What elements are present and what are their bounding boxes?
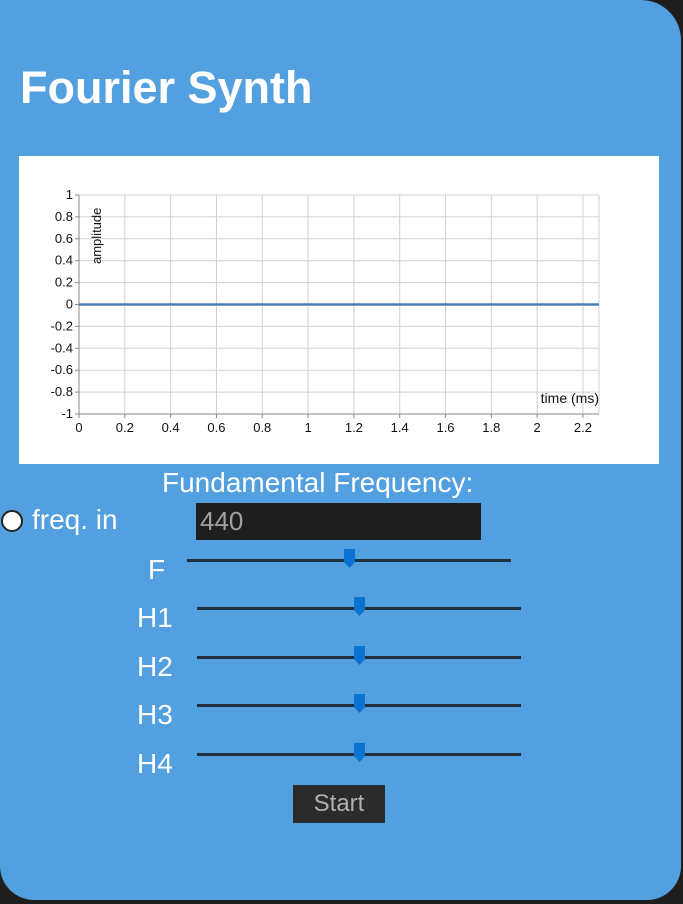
y-tick-label: -1 xyxy=(61,406,73,421)
x-tick-label: 2 xyxy=(534,420,541,435)
y-axis-label: amplitude xyxy=(89,208,104,264)
x-tick-label: 1 xyxy=(304,420,311,435)
freq-in-radio[interactable] xyxy=(1,510,23,532)
x-tick-label: 0.8 xyxy=(253,420,271,435)
x-axis-label: time (ms) xyxy=(541,390,599,406)
y-tick-label: -0.2 xyxy=(51,318,73,333)
waveform-chart: 1 0.8 0.6 0.4 0.2 0 -0.2 -0.4 -0.6 -0.8 -1 0 0.2 0.4 0… xyxy=(19,156,659,464)
y-tick-label: -0.6 xyxy=(51,362,73,377)
slider-thumb-h1[interactable] xyxy=(353,597,365,616)
freq-in-label: freq. in xyxy=(32,504,118,535)
x-tick-label: 1.8 xyxy=(482,420,500,435)
start-button[interactable]: Start xyxy=(293,785,385,823)
x-tick-label: 1.2 xyxy=(345,420,363,435)
x-tick-label: 0.6 xyxy=(207,420,225,435)
page-title: Fourier Synth xyxy=(20,62,313,113)
slider-label-h3: H3 xyxy=(137,699,173,730)
y-tick-label: -0.4 xyxy=(51,340,73,355)
slider-label-h4: H4 xyxy=(137,748,173,779)
slider-thumb-h3[interactable] xyxy=(353,694,365,713)
slider-thumb-f[interactable] xyxy=(343,549,355,568)
x-tick-label: 0.2 xyxy=(116,420,134,435)
x-tick-label: 0.4 xyxy=(162,420,180,435)
slider-thumb-h2[interactable] xyxy=(353,646,365,665)
y-tick-label: 1 xyxy=(66,187,73,202)
y-tick-label: 0.2 xyxy=(55,275,73,290)
fundamental-frequency-label: Fundamental Frequency: xyxy=(162,467,474,498)
waveform-plot: 10.80.60.40.20-0.2-0.4-0.6-0.8-10 0.2 0.4 0… xyxy=(51,187,600,435)
x-tick-label: 1.6 xyxy=(436,420,454,435)
y-tick-label: 0.6 xyxy=(55,231,73,246)
x-tick-label: 0 xyxy=(75,420,82,435)
frequency-input[interactable] xyxy=(196,503,481,540)
slider-label-f: F xyxy=(148,554,166,585)
y-tick-label: 0 xyxy=(66,297,73,312)
y-tick-label: 0.8 xyxy=(55,209,73,224)
slider-label-h1: H1 xyxy=(137,602,173,633)
y-tick-label: 0.4 xyxy=(55,253,73,268)
slider-thumb-h4[interactable] xyxy=(353,743,365,762)
x-tick-label: 1.4 xyxy=(391,420,409,435)
y-tick-label: -0.8 xyxy=(51,384,73,399)
x-tick-label: 2.2 xyxy=(574,420,592,435)
slider-label-h2: H2 xyxy=(137,651,173,682)
